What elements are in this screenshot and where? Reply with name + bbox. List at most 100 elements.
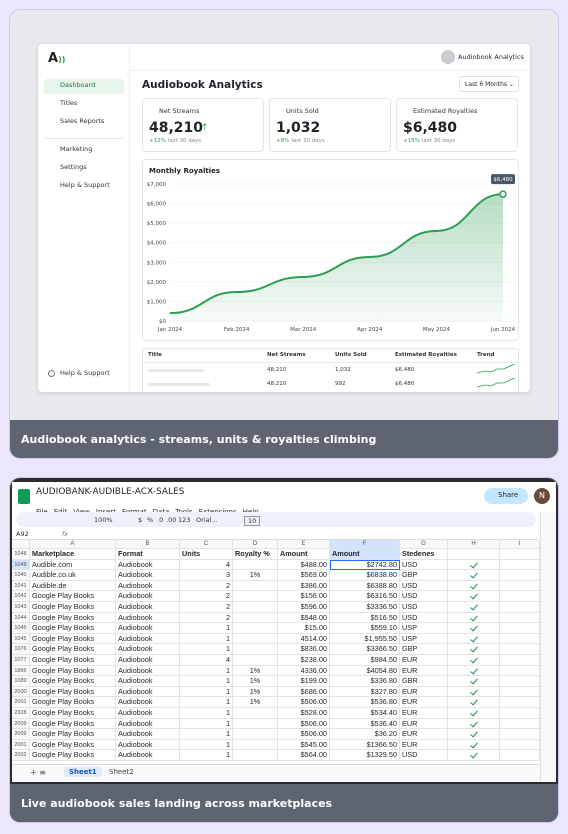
cell[interactable]: Audiobook — [116, 718, 180, 730]
cell[interactable] — [233, 559, 278, 571]
cell[interactable]: 1 — [180, 633, 233, 645]
cell[interactable]: Google Play Books — [30, 750, 116, 761]
range-select[interactable]: Last 6 Months ⌄ — [459, 76, 519, 92]
cell[interactable]: $569.00 — [278, 570, 330, 581]
cell[interactable]: EUR — [400, 686, 448, 698]
cell[interactable]: 1 — [180, 729, 233, 740]
cell[interactable]: Audiobook — [116, 612, 180, 624]
cell[interactable]: Audiobook — [116, 686, 180, 698]
sheet-tab[interactable]: Sheet1 — [64, 767, 102, 777]
cell[interactable]: $199.00 — [278, 676, 330, 687]
cell[interactable]: Google Play Books — [30, 697, 116, 708]
cell[interactable]: 1 — [180, 718, 233, 730]
cell[interactable]: 1 — [180, 750, 233, 761]
cell[interactable]: 2 — [180, 591, 233, 602]
cell[interactable]: $836.00 — [278, 644, 330, 655]
cell[interactable]: 4514.00 — [278, 633, 330, 645]
cell[interactable]: Google Play Books — [30, 644, 116, 655]
cell[interactable]: Audible.com — [30, 559, 116, 571]
cell[interactable]: Google Play Books — [30, 665, 116, 677]
cell[interactable]: $516.50 — [330, 612, 400, 624]
cell[interactable]: Audiobook — [116, 708, 180, 719]
cell[interactable]: $686.00 — [278, 686, 330, 698]
share-label[interactable]: Share — [498, 491, 519, 499]
cell[interactable] — [233, 644, 278, 655]
cell[interactable]: 2 — [180, 602, 233, 613]
cell[interactable]: $984.50 — [330, 655, 400, 666]
cell[interactable]: $536.80 — [330, 697, 400, 708]
cell[interactable]: GBP — [400, 644, 448, 655]
cell[interactable]: 4 — [180, 655, 233, 666]
cell[interactable]: Google Play Books — [30, 633, 116, 645]
nav-footer-label[interactable]: Help & Support — [60, 369, 110, 377]
cell[interactable]: 1% — [233, 697, 278, 708]
sheet-tab[interactable]: Sheet2 — [109, 768, 134, 776]
cell[interactable]: EUR — [400, 655, 448, 666]
cell[interactable]: USD — [400, 559, 448, 571]
cell[interactable]: $528.00 — [278, 708, 330, 719]
cell[interactable]: $336.80 — [330, 676, 400, 687]
cell[interactable]: $156.00 — [278, 591, 330, 602]
cell[interactable]: $238.00 — [278, 655, 330, 666]
nav-item[interactable]: Help & Support — [60, 181, 110, 189]
cell[interactable]: Audiobook — [116, 580, 180, 592]
cell[interactable]: Audiobook — [116, 729, 180, 740]
cell[interactable]: $3336.50 — [330, 602, 400, 613]
cell[interactable]: $4054.80 — [330, 665, 400, 677]
cell[interactable]: USP — [400, 633, 448, 645]
cell[interactable] — [233, 633, 278, 645]
cell[interactable] — [233, 623, 278, 634]
cell[interactable]: $2742.80 — [330, 559, 400, 571]
cell[interactable]: USD — [400, 602, 448, 613]
share-button[interactable]: Share — [484, 488, 528, 504]
cell[interactable]: Audiobook — [116, 644, 180, 655]
cell[interactable]: $3366.50 — [330, 644, 400, 655]
cell[interactable]: Google Play Books — [30, 602, 116, 613]
cell[interactable]: $545.00 — [278, 739, 330, 751]
cell[interactable]: Audiobook — [116, 739, 180, 751]
toolbar-item[interactable]: Orial... — [196, 516, 218, 524]
cell[interactable]: USD — [400, 750, 448, 761]
user-name[interactable]: Audiobook Analytics — [458, 53, 524, 61]
cell[interactable] — [233, 729, 278, 740]
cell[interactable]: Google Play Books — [30, 591, 116, 602]
toolbar-item[interactable]: % — [147, 516, 154, 524]
nav-item[interactable]: Marketing — [60, 145, 93, 153]
cell[interactable]: EUR — [400, 739, 448, 751]
add-sheet[interactable]: + ≡ — [30, 768, 46, 777]
cell[interactable]: Audiobook — [116, 570, 180, 581]
cell[interactable]: $6838.80 — [330, 570, 400, 581]
nav-item[interactable]: Settings — [60, 163, 87, 171]
cell[interactable]: Audiobook — [116, 697, 180, 708]
cell[interactable]: $6316.50 — [330, 591, 400, 602]
cell[interactable] — [233, 591, 278, 602]
cell[interactable]: 4 — [180, 559, 233, 571]
cell[interactable]: 1 — [180, 623, 233, 634]
cell[interactable]: Google Play Books — [30, 729, 116, 740]
cell[interactable]: Google Play Books — [30, 708, 116, 719]
cell[interactable]: GBP — [400, 570, 448, 581]
cell[interactable] — [233, 739, 278, 751]
cell[interactable]: $559.10 — [330, 623, 400, 634]
cell[interactable]: $1329.50 — [330, 750, 400, 761]
cell[interactable]: EUR — [400, 729, 448, 740]
cell[interactable]: $534.40 — [330, 708, 400, 719]
cell[interactable]: Google Play Books — [30, 612, 116, 624]
cell[interactable]: Audiobook — [116, 676, 180, 687]
cell[interactable]: Audible.co.uk — [30, 570, 116, 581]
cell[interactable]: $506.00 — [278, 718, 330, 730]
cell[interactable]: EUR — [400, 718, 448, 730]
cell[interactable]: 1% — [233, 570, 278, 581]
cell[interactable]: 1 — [180, 676, 233, 687]
cell[interactable]: $36.20 — [330, 729, 400, 740]
cell[interactable]: 2 — [180, 612, 233, 624]
cell[interactable]: USD — [400, 591, 448, 602]
cell[interactable]: 3 — [180, 570, 233, 581]
cell[interactable]: Google Play Books — [30, 655, 116, 666]
nav-item[interactable]: Sales Reports — [60, 117, 105, 125]
cell[interactable]: $506.00 — [278, 697, 330, 708]
cell[interactable]: 2 — [180, 580, 233, 592]
cell[interactable]: 1% — [233, 665, 278, 677]
toolbar-item[interactable]: .0 — [157, 516, 164, 524]
cell[interactable]: Audible.de — [30, 580, 116, 592]
